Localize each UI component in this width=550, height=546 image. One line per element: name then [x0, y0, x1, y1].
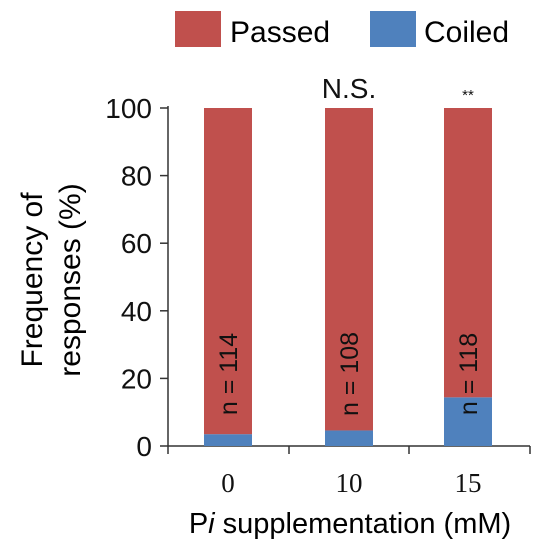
bar-count-label: n = 108: [336, 332, 364, 416]
x-tick-label: 0: [221, 468, 235, 498]
bar-passed-0: [204, 108, 252, 435]
y-tick-label: 0: [136, 431, 152, 462]
legend-swatch-coiled: [370, 11, 416, 47]
significance-label: **: [462, 87, 474, 104]
x-axis-title: Pi supplementation (mM): [189, 508, 511, 540]
bar-coiled-15: [444, 397, 492, 446]
y-tick-label: 60: [121, 228, 152, 259]
significance-labels: N.S. **: [322, 73, 474, 104]
legend: Passed Coiled: [175, 11, 509, 49]
y-axis-title-line-1: Frequency of: [16, 192, 49, 368]
x-axis-title-prefix: P: [189, 508, 208, 540]
x-axis-title-suffix: supplementation (mM): [215, 508, 512, 540]
x-tick-label: 10: [336, 468, 363, 498]
bar-coiled-10: [325, 430, 373, 446]
y-axis-title-line-2: responses (%): [54, 183, 87, 376]
bar-coiled-0: [204, 434, 252, 446]
legend-label-coiled: Coiled: [424, 16, 509, 49]
bars: [204, 108, 492, 446]
x-axis-title-italic: i: [208, 508, 216, 540]
y-tick-label: 20: [121, 363, 152, 394]
bar-count-label: n = 118: [455, 333, 483, 415]
x-ticks: 0 10 15: [167, 446, 531, 498]
legend-swatch-passed: [175, 11, 221, 47]
y-tick-label: 100: [105, 93, 152, 124]
y-tick-label: 40: [121, 296, 152, 327]
bar-passed-10: [325, 108, 373, 431]
significance-label: N.S.: [322, 73, 376, 104]
y-tick-label: 80: [121, 161, 152, 192]
legend-label-passed: Passed: [230, 16, 330, 49]
bar-count-label: n = 114: [215, 333, 243, 415]
x-tick-label: 15: [455, 468, 482, 498]
bar-passed-15: [444, 108, 492, 398]
bar-labels: n = 114 n = 108 n = 118: [215, 332, 483, 416]
y-ticks: 0 20 40 60 80 100: [105, 93, 168, 462]
